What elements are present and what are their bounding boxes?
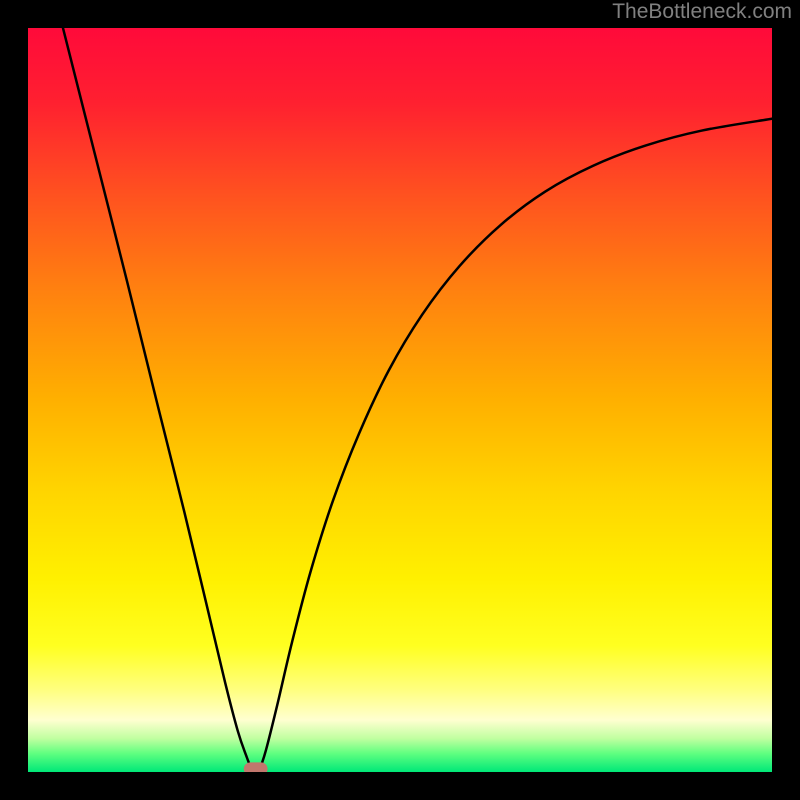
bottleneck-chart xyxy=(0,0,800,800)
watermark-text: TheBottleneck.com xyxy=(612,0,792,24)
plot-area xyxy=(28,28,772,772)
chart-container: TheBottleneck.com xyxy=(0,0,800,800)
